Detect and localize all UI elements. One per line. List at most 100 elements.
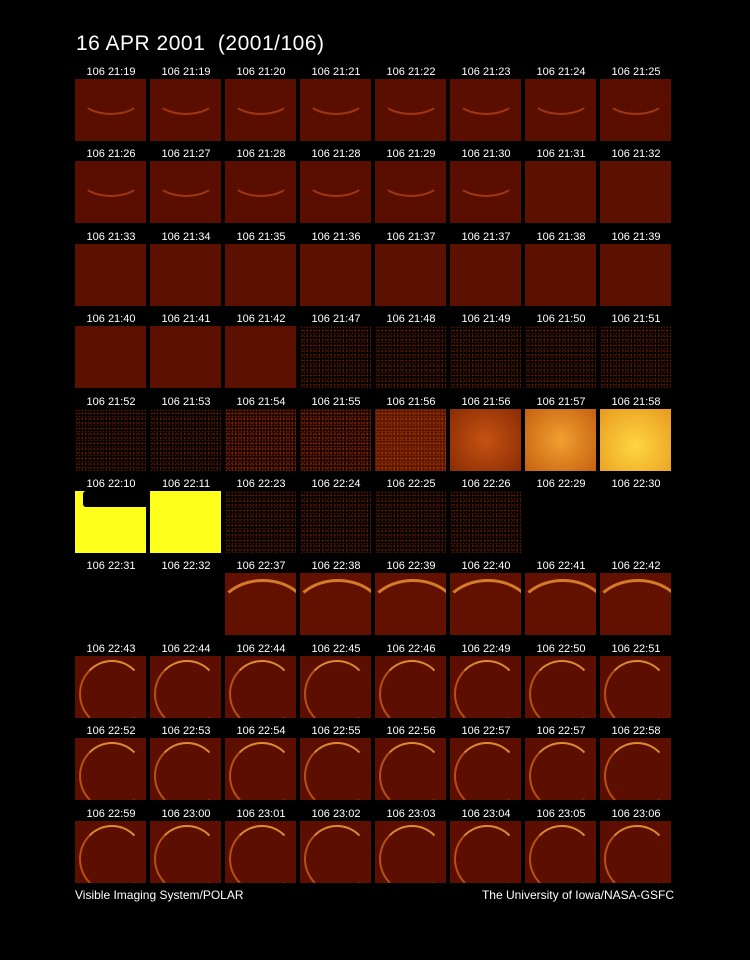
frame-label: 106 22:44 [236, 642, 286, 655]
frame-label: 106 22:25 [386, 478, 436, 490]
frame-image [600, 491, 671, 553]
frame-label: 106 22:52 [86, 725, 136, 738]
frame-image [600, 326, 671, 389]
aurora-oval [454, 742, 520, 801]
frame-image [300, 161, 371, 224]
frame-image [225, 820, 296, 883]
frame-image [525, 326, 596, 389]
frame-image [225, 161, 296, 224]
frame-label: 106 22:44 [161, 642, 211, 655]
frame-label: 106 21:50 [536, 313, 586, 326]
frame-label: 106 22:58 [611, 725, 661, 738]
frame-image [450, 161, 521, 224]
frame-label: 106 21:32 [611, 148, 661, 161]
frame-image [225, 573, 296, 636]
frame-image [75, 820, 146, 883]
frame-image [375, 161, 446, 224]
frame-image [600, 573, 671, 636]
frame-label: 106 22:45 [311, 642, 361, 655]
frame-label: 106 22:57 [536, 725, 586, 738]
frame-label: 106 22:56 [386, 725, 436, 738]
frame-label: 106 22:31 [86, 560, 136, 573]
aurora-arc [225, 579, 296, 635]
frame-label: 106 21:54 [236, 395, 286, 408]
frame-image [225, 738, 296, 801]
aurora-oval [79, 824, 145, 883]
frame-image [450, 820, 521, 883]
frame-image [75, 79, 146, 141]
frame-image [300, 326, 371, 389]
frame-label: 106 21:25 [611, 66, 661, 78]
frame-label: 106 21:27 [161, 148, 211, 161]
aurora-oval [604, 824, 670, 883]
frame-image [300, 655, 371, 718]
aurora-oval [79, 659, 145, 718]
frame-image [600, 655, 671, 718]
aurora-arc [381, 83, 441, 115]
frame-image [150, 326, 221, 389]
frame-label: 106 21:49 [461, 313, 511, 326]
frame-label: 106 21:52 [86, 395, 136, 408]
aurora-oval [229, 824, 295, 883]
aurora-arc [456, 165, 516, 198]
aurora-oval [304, 824, 370, 883]
frame-label: 106 21:33 [86, 230, 136, 243]
aurora-arc [606, 83, 666, 115]
aurora-arc [306, 165, 366, 198]
frame-image [300, 243, 371, 306]
frame-label: 106 21:58 [611, 395, 661, 408]
frame-image [450, 573, 521, 636]
frame-label: 106 23:00 [161, 807, 211, 820]
frame-label: 106 22:11 [161, 478, 211, 490]
frame-image [450, 738, 521, 801]
frame-label: 106 22:32 [161, 560, 211, 573]
frame-label: 106 22:57 [461, 725, 511, 738]
frame-image [450, 491, 521, 553]
frame-label: 106 23:06 [611, 807, 661, 820]
frame-label: 106 22:55 [311, 725, 361, 738]
frame-image [450, 243, 521, 306]
frame-label: 106 22:30 [611, 478, 661, 490]
frame-image [525, 820, 596, 883]
frame-label: 106 22:43 [86, 642, 136, 655]
frame-image [600, 738, 671, 801]
aurora-oval [229, 659, 295, 718]
footer-left: Visible Imaging System/POLAR [75, 888, 244, 902]
aurora-oval [604, 742, 670, 801]
frame-label: 106 21:35 [236, 230, 286, 243]
frame-label: 106 21:24 [536, 66, 586, 78]
frame-label: 106 21:39 [611, 230, 661, 243]
frame-label: 106 23:03 [386, 807, 436, 820]
frame-label: 106 21:51 [611, 313, 661, 326]
frame-image [225, 655, 296, 718]
frame-label: 106 21:36 [311, 230, 361, 243]
frame-image [150, 243, 221, 306]
frame-label: 106 21:20 [236, 66, 286, 78]
frame-label: 106 21:29 [386, 148, 436, 161]
frame-label: 106 21:19 [86, 66, 136, 78]
aurora-oval [454, 824, 520, 883]
aurora-arc [450, 579, 521, 635]
aurora-arc [456, 83, 516, 115]
frame-image [300, 573, 371, 636]
frame-image [225, 326, 296, 389]
aurora-oval [604, 659, 670, 718]
frame-label: 106 21:53 [161, 395, 211, 408]
frame-image [450, 655, 521, 718]
frame-label: 106 21:38 [536, 230, 586, 243]
frame-label: 106 22:53 [161, 725, 211, 738]
frame-image [375, 491, 446, 553]
frame-image [75, 408, 146, 471]
title: 16 APR 2001 (2001/106) [76, 32, 325, 55]
frame-image [225, 79, 296, 141]
frame-image [525, 243, 596, 306]
frame-label: 106 22:41 [536, 560, 586, 573]
aurora-oval [379, 742, 445, 801]
frame-label: 106 22:37 [236, 560, 286, 573]
frame-label: 106 21:56 [461, 395, 511, 408]
aurora-oval [529, 659, 595, 718]
frame-label: 106 21:23 [461, 66, 511, 78]
aurora-oval [304, 742, 370, 801]
frame-image [600, 408, 671, 471]
